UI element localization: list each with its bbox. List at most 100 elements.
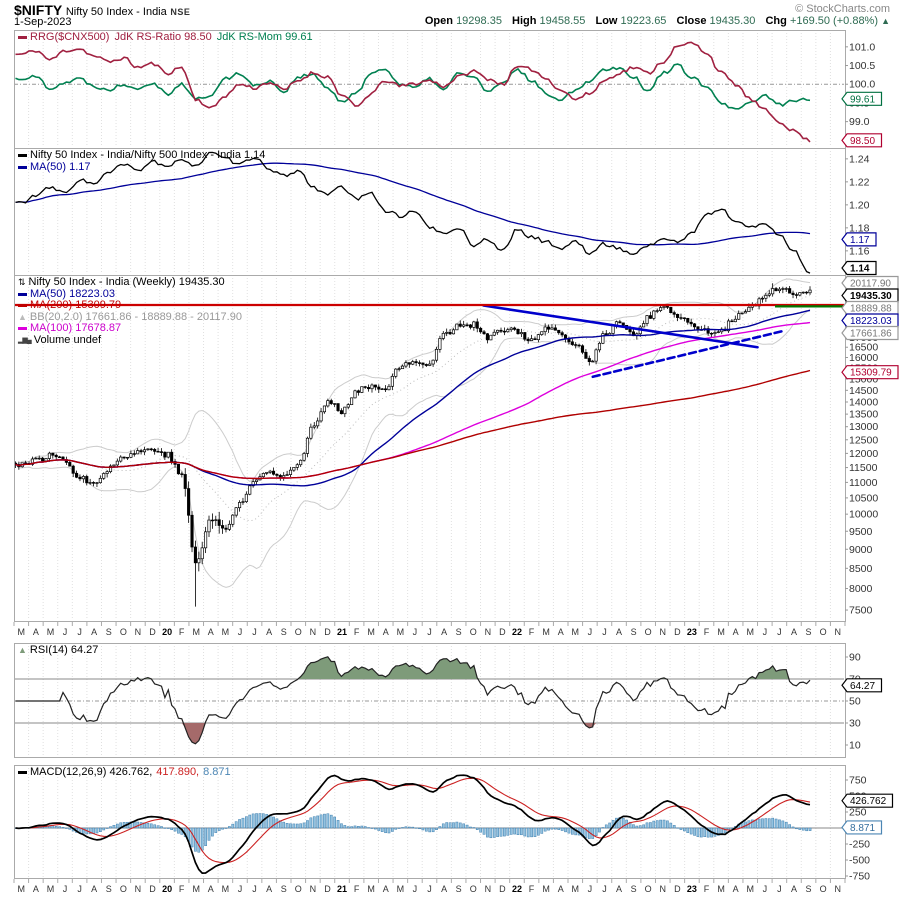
svg-text:J: J xyxy=(427,627,432,637)
svg-text:-750: -750 xyxy=(849,871,870,883)
svg-text:J: J xyxy=(602,884,607,894)
svg-text:F: F xyxy=(704,627,710,637)
rs-ratio-value: JdK RS-Ratio 98.50 xyxy=(114,31,212,43)
svg-text:O: O xyxy=(820,884,827,894)
chart-date: 1-Sep-2023 xyxy=(14,16,72,28)
svg-text:S: S xyxy=(281,884,287,894)
symbol: $NIFTY xyxy=(14,2,63,18)
svg-text:A: A xyxy=(616,627,622,637)
svg-text:F: F xyxy=(529,627,535,637)
svg-text:N: N xyxy=(310,627,317,637)
svg-text:N: N xyxy=(135,884,142,894)
svg-text:50: 50 xyxy=(849,696,861,708)
svg-text:A: A xyxy=(733,884,739,894)
svg-text:O: O xyxy=(295,884,302,894)
svg-text:J: J xyxy=(588,627,593,637)
svg-text:N: N xyxy=(135,627,142,637)
svg-text:S: S xyxy=(806,627,812,637)
change-value: +169.50 (+0.88%) xyxy=(789,15,879,27)
svg-text:D: D xyxy=(674,884,681,894)
svg-text:O: O xyxy=(470,627,477,637)
svg-text:J: J xyxy=(413,884,418,894)
svg-text:15309.79: 15309.79 xyxy=(850,368,892,379)
svg-text:21: 21 xyxy=(337,884,347,894)
svg-text:A: A xyxy=(441,884,447,894)
low-value: 19223.65 xyxy=(620,15,667,27)
svg-text:1.22: 1.22 xyxy=(849,176,870,188)
candlestick-icon: ⇅ xyxy=(18,277,26,288)
macd-hist-value: 8.871 xyxy=(203,766,231,778)
svg-text:1.17: 1.17 xyxy=(850,235,870,246)
svg-text:J: J xyxy=(63,884,68,894)
exchange: NSE xyxy=(170,7,191,17)
svg-text:8.871: 8.871 xyxy=(850,823,875,834)
svg-text:20: 20 xyxy=(162,627,172,637)
svg-text:22: 22 xyxy=(512,627,522,637)
svg-text:1.16: 1.16 xyxy=(849,245,870,257)
svg-text:N: N xyxy=(660,627,667,637)
svg-text:A: A xyxy=(558,627,564,637)
low-label: Low xyxy=(595,15,618,27)
svg-text:O: O xyxy=(645,627,652,637)
svg-text:98.50: 98.50 xyxy=(850,136,875,147)
svg-text:M: M xyxy=(572,627,580,637)
close-label: Close xyxy=(676,15,707,27)
svg-text:M: M xyxy=(47,627,55,637)
svg-text:D: D xyxy=(149,884,156,894)
svg-text:13500: 13500 xyxy=(849,409,878,421)
svg-text:99.61: 99.61 xyxy=(850,94,875,105)
svg-text:19435.30: 19435.30 xyxy=(850,291,892,302)
svg-text:S: S xyxy=(456,884,462,894)
svg-text:22: 22 xyxy=(512,884,522,894)
svg-text:D: D xyxy=(324,627,331,637)
svg-text:11000: 11000 xyxy=(849,477,878,489)
macd-line-swatch xyxy=(18,771,27,775)
svg-text:M: M xyxy=(222,884,230,894)
open-value: 19298.35 xyxy=(456,15,502,27)
svg-text:S: S xyxy=(456,627,462,637)
svg-text:-250: -250 xyxy=(849,839,870,851)
svg-text:S: S xyxy=(281,627,287,637)
svg-text:23: 23 xyxy=(687,884,697,894)
svg-text:S: S xyxy=(631,884,637,894)
svg-text:A: A xyxy=(558,884,564,894)
svg-text:J: J xyxy=(427,884,432,894)
svg-text:23: 23 xyxy=(687,627,697,637)
svg-text:M: M xyxy=(717,627,725,637)
svg-text:M: M xyxy=(47,884,55,894)
close-value: 19435.30 xyxy=(709,15,756,27)
rrg-legend-label: RRG($CNX500) xyxy=(30,31,110,43)
svg-text:18223.03: 18223.03 xyxy=(850,316,892,327)
svg-text:M: M xyxy=(18,884,26,894)
svg-text:16000: 16000 xyxy=(849,352,878,364)
svg-text:F: F xyxy=(179,884,185,894)
svg-text:J: J xyxy=(252,627,257,637)
svg-text:A: A xyxy=(383,884,389,894)
svg-text:30: 30 xyxy=(849,718,861,730)
svg-text:D: D xyxy=(149,627,156,637)
svg-text:8000: 8000 xyxy=(849,583,873,595)
svg-text:13000: 13000 xyxy=(849,421,878,433)
macd-legend: MACD(12,26,9) 426.762, 417.890, 8.871 xyxy=(18,766,231,779)
svg-text:M: M xyxy=(746,884,754,894)
svg-text:A: A xyxy=(208,884,214,894)
svg-text:F: F xyxy=(704,884,710,894)
svg-text:A: A xyxy=(791,884,797,894)
rrg-line-swatch xyxy=(18,36,27,40)
svg-text:250: 250 xyxy=(849,807,867,819)
svg-text:S: S xyxy=(106,627,112,637)
svg-text:J: J xyxy=(763,884,768,894)
svg-text:M: M xyxy=(367,627,375,637)
svg-text:N: N xyxy=(834,627,841,637)
svg-text:A: A xyxy=(33,884,39,894)
svg-text:16500: 16500 xyxy=(849,342,878,354)
svg-text:M: M xyxy=(367,884,375,894)
svg-text:N: N xyxy=(485,884,492,894)
svg-text:A: A xyxy=(33,627,39,637)
svg-text:A: A xyxy=(208,627,214,637)
svg-text:J: J xyxy=(777,884,782,894)
price-legend-label: Nifty 50 Index - India (Weekly) 19435.30 xyxy=(28,276,225,288)
svg-text:D: D xyxy=(499,884,506,894)
ma100-label: MA(100) 17678.87 xyxy=(30,322,122,334)
